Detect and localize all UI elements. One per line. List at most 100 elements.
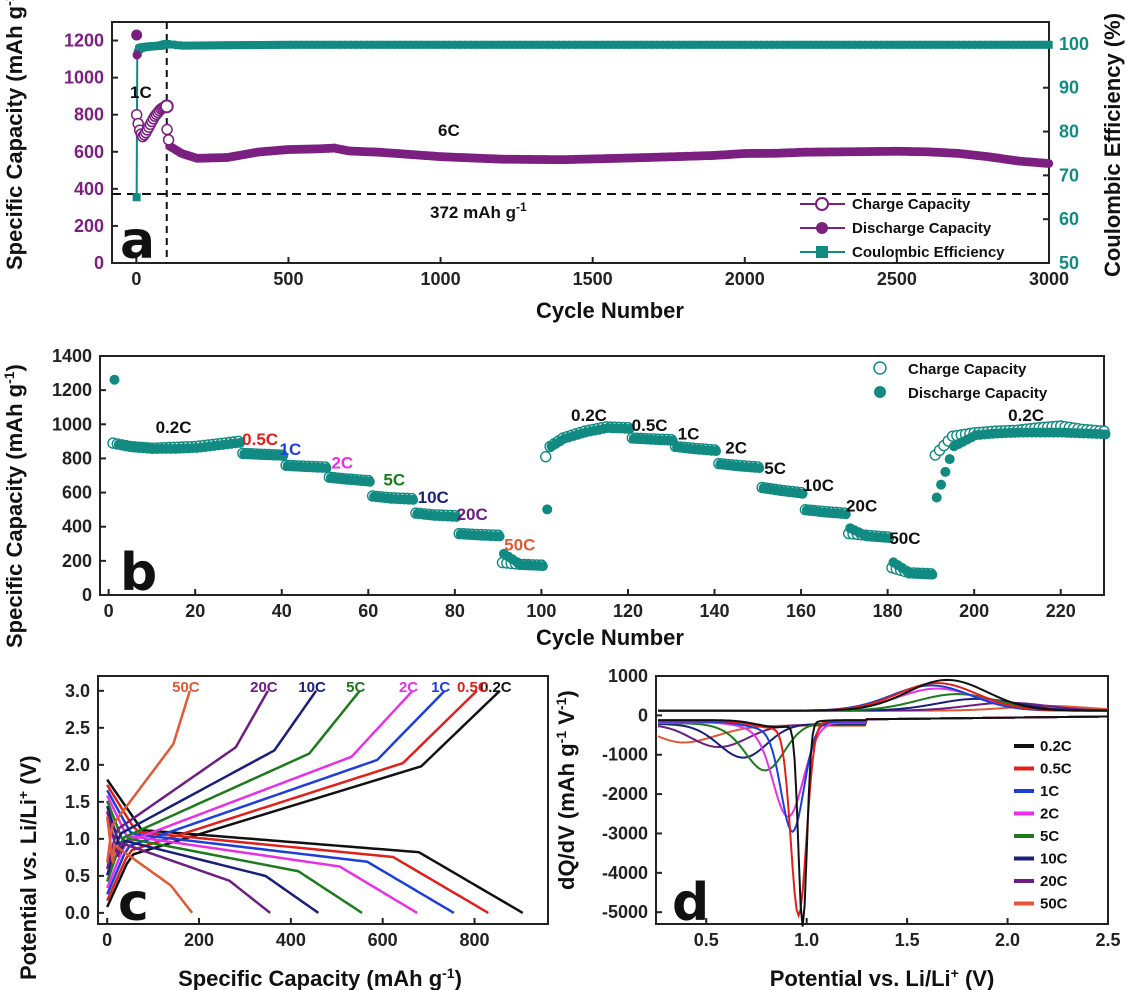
panel-d-ylabel: dQ/dV (mAh g-1 V-1) xyxy=(553,690,579,890)
y-tick-label: 1000 xyxy=(64,68,104,88)
panel-b-letter: b xyxy=(120,543,157,603)
efficiency-point xyxy=(951,40,960,49)
charge-curve-20C xyxy=(105,690,269,870)
efficiency-point xyxy=(332,40,341,49)
y-tick-label: 200 xyxy=(62,551,92,571)
efficiency-point xyxy=(869,40,878,49)
efficiency-point xyxy=(256,40,265,49)
efficiency-point xyxy=(228,41,237,50)
charge-point xyxy=(161,123,173,136)
y-tick-label: 0 xyxy=(94,253,104,273)
efficiency-point xyxy=(568,40,577,49)
efficiency-point xyxy=(387,40,396,49)
legend-charge-b: Charge Capacity xyxy=(908,361,1027,378)
y-tick-label: 800 xyxy=(74,105,104,125)
x-tick-label: 600 xyxy=(368,930,398,950)
y-tick-label: 3.0 xyxy=(65,681,90,701)
legend-marker-discharge xyxy=(816,222,828,234)
discharge-point xyxy=(797,488,808,499)
efficiency-point xyxy=(699,40,708,49)
efficiency-point xyxy=(354,40,363,49)
y-tick-label: -4000 xyxy=(602,863,648,883)
efficiency-point xyxy=(519,40,528,49)
efficiency-point xyxy=(201,41,210,50)
curve-label: 1C xyxy=(431,679,450,696)
rate-label: 10C xyxy=(803,476,834,495)
efficiency-point xyxy=(913,40,922,49)
efficiency-point xyxy=(787,40,796,49)
efficiency-point xyxy=(759,40,768,49)
discharge-curve-1C xyxy=(106,789,455,914)
discharge-curve-50C xyxy=(105,816,194,914)
y-right-tick-label: 60 xyxy=(1059,209,1079,229)
efficiency-point xyxy=(710,40,719,49)
y-tick-label: 1.5 xyxy=(65,792,90,812)
y-tick-label: 1.0 xyxy=(65,829,90,849)
panel-a-legend: Charge Capacity Discharge Capacity Coulo… xyxy=(800,196,1005,261)
efficiency-point xyxy=(639,40,648,49)
legend-marker-charge xyxy=(815,197,829,211)
efficiency-point xyxy=(343,40,352,49)
panel-a-letter: a xyxy=(120,211,155,271)
efficiency-point xyxy=(853,40,862,49)
efficiency-point xyxy=(754,40,763,49)
efficiency-point xyxy=(234,41,243,50)
x-tick-label: 40 xyxy=(272,601,292,621)
efficiency-point xyxy=(376,40,385,49)
efficiency-point xyxy=(831,40,840,49)
efficiency-point xyxy=(1044,40,1053,49)
y-tick-label: 1400 xyxy=(52,346,92,366)
curve-label: 5C xyxy=(346,679,365,696)
efficiency-point xyxy=(1017,40,1026,49)
discharge-point xyxy=(936,479,947,490)
discharge-point xyxy=(132,50,142,60)
charge-curve-10C xyxy=(105,690,318,876)
efficiency-point xyxy=(858,40,867,49)
discharge-point xyxy=(451,511,462,522)
discharge-point xyxy=(754,463,765,474)
efficiency-point xyxy=(612,40,621,49)
y-right-tick-label: 100 xyxy=(1059,34,1089,54)
x-tick-label: 20 xyxy=(185,601,205,621)
legend-marker-efficiency xyxy=(816,246,828,258)
legend-marker-discharge-b xyxy=(874,386,886,398)
legend-charge: Charge Capacity xyxy=(852,196,971,213)
efficiency-point xyxy=(179,41,188,50)
y-tick-label: 400 xyxy=(62,517,92,537)
efficiency-point xyxy=(847,40,856,49)
x-tick-label: 120 xyxy=(613,601,643,621)
efficiency-point xyxy=(842,40,851,49)
efficiency-point xyxy=(529,40,538,49)
efficiency-point xyxy=(420,40,429,49)
efficiency-point xyxy=(562,40,571,49)
efficiency-point xyxy=(535,40,544,49)
efficiency-point xyxy=(798,40,807,49)
panel-b-legend: Charge Capacity Discharge Capacity xyxy=(873,361,1048,402)
panel-d-frame xyxy=(655,675,1109,925)
efficiency-point xyxy=(1011,40,1020,49)
rate-label: 2C xyxy=(725,438,747,457)
efficiency-point xyxy=(863,40,872,49)
efficiency-point xyxy=(1033,40,1042,49)
efficiency-point xyxy=(825,40,834,49)
y-tick-label: 1000 xyxy=(608,666,648,686)
discharge-point xyxy=(927,569,938,580)
efficiency-point xyxy=(168,40,177,49)
discharge-point xyxy=(624,423,635,434)
panel-a-ylabel-right: Coulombic Efficiency (%) xyxy=(1100,13,1125,277)
efficiency-point xyxy=(217,41,226,50)
panel-a-frame xyxy=(111,21,1050,264)
efficiency-point xyxy=(190,41,199,50)
x-tick-label: 180 xyxy=(873,601,903,621)
efficiency-point xyxy=(1028,40,1037,49)
discharge-point xyxy=(884,533,895,544)
efficiency-point xyxy=(557,40,566,49)
efficiency-point xyxy=(989,40,998,49)
x-tick-label: 0 xyxy=(104,601,114,621)
rate-label: 1C xyxy=(678,425,700,444)
y-tick-label: 0 xyxy=(82,585,92,605)
x-tick-label: 0 xyxy=(131,269,141,289)
efficiency-point xyxy=(765,40,774,49)
panel-c: 0 200 400 600 800 0.0 0.5 1.0 1.5 2.0 2.5 3.0 0.2C0.… xyxy=(15,675,549,990)
discharge-point xyxy=(494,531,505,542)
